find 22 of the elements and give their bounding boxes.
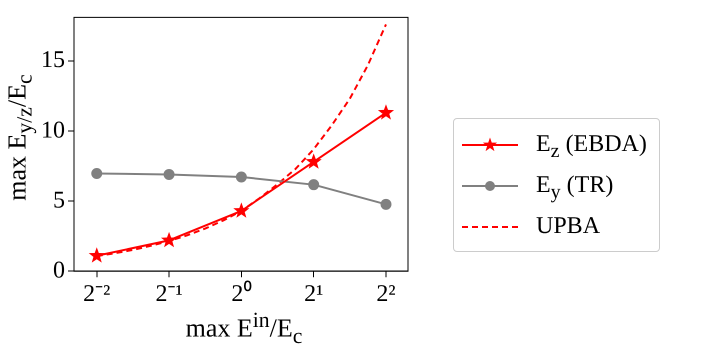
legend-label: UPBA — [536, 212, 600, 239]
point — [164, 168, 175, 180]
y-tick-label: 10 — [41, 117, 65, 144]
point — [233, 202, 250, 218]
point — [88, 247, 105, 263]
point — [308, 179, 320, 190]
point — [306, 153, 322, 169]
x-tick-label: 2¹ — [304, 280, 324, 307]
x-tick-label: 2² — [376, 280, 396, 307]
legend-label: E$_{y}$ (TR) — [536, 172, 614, 203]
point — [91, 168, 102, 179]
legend-label: E$_{z}$ (EBDA) — [536, 131, 647, 162]
point — [380, 198, 392, 210]
x-axis-title: max E$^{in}$/E$_{c}$ — [184, 308, 304, 344]
point — [378, 104, 394, 120]
x-tick-label: 2⁻² — [83, 280, 110, 307]
point — [236, 171, 247, 182]
x-tick-label: 2⁻¹ — [155, 280, 183, 307]
y-tick-label: 0 — [53, 257, 65, 284]
y-tick-label: 5 — [53, 187, 65, 214]
x-tick-label: 2⁰ — [231, 280, 252, 307]
y-tick-label: 15 — [41, 47, 65, 74]
